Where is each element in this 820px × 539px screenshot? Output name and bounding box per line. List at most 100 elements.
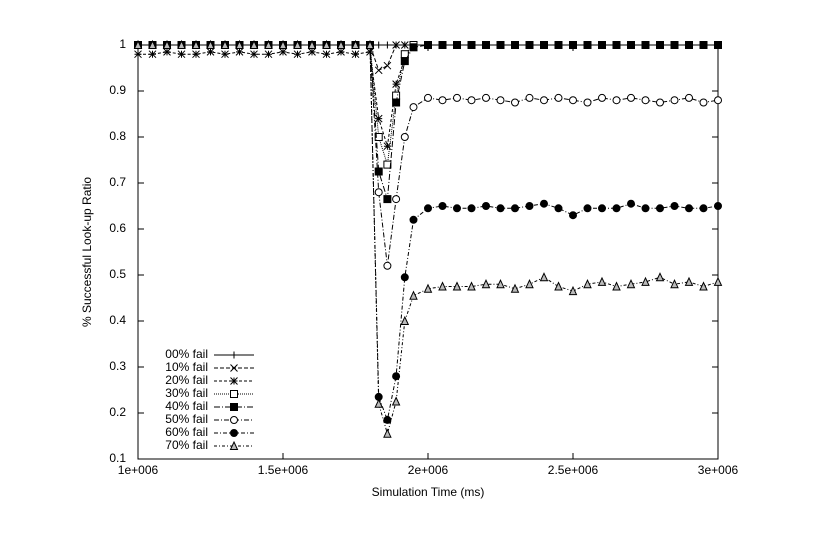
marker [383, 195, 392, 204]
marker [626, 279, 636, 289]
marker [467, 41, 476, 49]
marker [438, 281, 447, 291]
marker [612, 41, 621, 49]
legend-label: 50% fail [165, 412, 208, 426]
marker [249, 39, 259, 49]
marker [230, 377, 238, 385]
marker [235, 48, 244, 56]
marker [133, 39, 143, 49]
marker [409, 103, 418, 112]
marker [554, 93, 563, 102]
marker [383, 428, 392, 438]
marker [392, 195, 401, 204]
marker [452, 281, 462, 291]
marker [656, 98, 664, 107]
marker [554, 204, 563, 213]
y-tick-label: 0.7 [109, 175, 126, 189]
marker [336, 39, 346, 49]
marker [400, 57, 409, 66]
marker [365, 39, 375, 49]
marker [510, 283, 520, 293]
marker [453, 41, 461, 49]
marker [177, 39, 186, 49]
marker [424, 93, 432, 102]
marker [627, 41, 635, 49]
marker [568, 285, 578, 296]
marker [714, 96, 722, 105]
marker [641, 96, 650, 105]
marker [496, 96, 505, 105]
marker [496, 204, 505, 213]
x-tick-label: 3e+006 [698, 463, 739, 477]
marker [424, 204, 432, 213]
marker [163, 48, 171, 56]
marker [235, 39, 244, 49]
marker [374, 188, 383, 197]
y-tick-label: 1 [119, 37, 126, 51]
marker [392, 41, 400, 49]
marker [400, 133, 409, 141]
marker [375, 41, 383, 49]
marker [453, 93, 461, 102]
marker [554, 281, 563, 291]
marker [438, 41, 447, 49]
y-axis-label: % Successful Look-up Ratio [80, 177, 94, 327]
marker [453, 204, 461, 213]
marker [392, 372, 401, 381]
marker [366, 48, 374, 56]
marker [400, 41, 409, 49]
legend-label: 10% fail [165, 360, 208, 374]
marker [714, 41, 722, 49]
marker [293, 50, 302, 59]
marker [627, 93, 635, 102]
marker [597, 276, 607, 286]
marker [699, 204, 708, 213]
marker [230, 416, 238, 424]
marker [554, 41, 563, 49]
marker [569, 41, 577, 49]
marker [685, 93, 693, 102]
marker [525, 93, 534, 102]
marker [162, 39, 172, 49]
marker [322, 39, 331, 49]
marker [308, 48, 316, 56]
marker [496, 279, 505, 289]
marker [713, 276, 723, 286]
marker [699, 98, 708, 107]
marker [278, 39, 288, 49]
marker [511, 41, 519, 49]
marker [383, 261, 392, 270]
marker [569, 211, 577, 220]
marker [467, 204, 476, 213]
legend-label: 30% fail [165, 386, 208, 400]
y-tick-label: 0.1 [109, 451, 126, 465]
marker [264, 39, 273, 49]
y-tick-label: 0.2 [109, 405, 126, 419]
marker [583, 279, 592, 289]
marker [392, 80, 400, 88]
marker [685, 204, 693, 213]
legend-label: 00% fail [165, 347, 208, 361]
marker [229, 440, 239, 450]
y-tick-label: 0.4 [109, 313, 126, 327]
marker [206, 48, 215, 56]
marker [206, 39, 215, 49]
marker [583, 204, 592, 213]
marker [374, 114, 383, 123]
marker [540, 96, 548, 105]
marker [374, 66, 383, 75]
marker [540, 41, 548, 49]
marker [337, 48, 345, 56]
x-tick-label: 1e+006 [118, 463, 159, 477]
marker [482, 41, 490, 49]
marker [322, 50, 331, 59]
marker [656, 204, 664, 213]
marker [641, 276, 650, 286]
marker [423, 283, 433, 293]
marker [148, 39, 157, 49]
marker [279, 48, 287, 56]
marker [641, 41, 650, 49]
marker [670, 202, 679, 210]
